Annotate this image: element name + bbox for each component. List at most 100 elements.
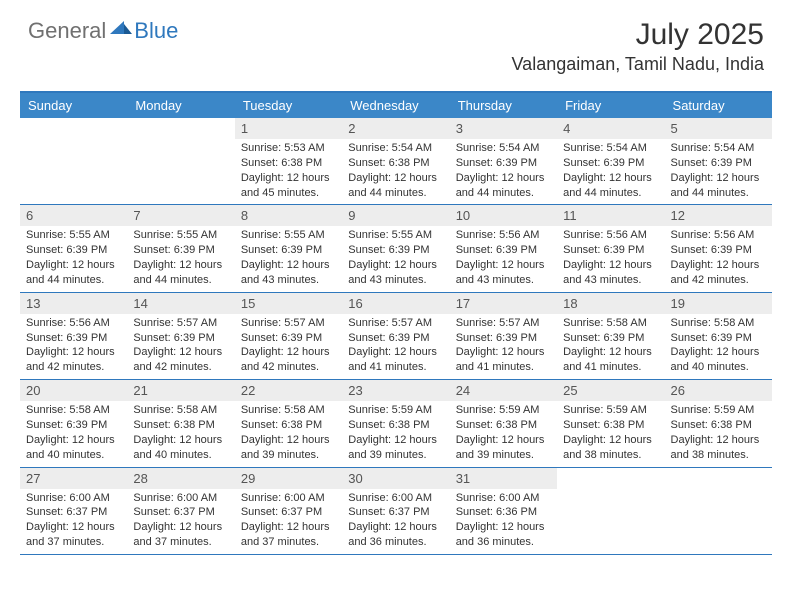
sunrise-text: Sunrise: 6:00 AM <box>456 491 551 506</box>
day-cell: 1Sunrise: 5:53 AMSunset: 6:38 PMDaylight… <box>235 118 342 204</box>
daylight-text: Daylight: 12 hours and 44 minutes. <box>671 171 766 201</box>
sunrise-text: Sunrise: 5:55 AM <box>241 228 336 243</box>
daylight-text: Daylight: 12 hours and 44 minutes. <box>456 171 551 201</box>
sunset-text: Sunset: 6:38 PM <box>241 156 336 171</box>
day-number: 6 <box>20 205 127 226</box>
sunset-text: Sunset: 6:36 PM <box>456 505 551 520</box>
header: General Blue July 2025 Valangaiman, Tami… <box>0 0 792 83</box>
day-body: Sunrise: 5:56 AMSunset: 6:39 PMDaylight:… <box>557 226 664 291</box>
location-text: Valangaiman, Tamil Nadu, India <box>512 54 764 75</box>
sunset-text: Sunset: 6:39 PM <box>671 243 766 258</box>
day-cell: 28Sunrise: 6:00 AMSunset: 6:37 PMDayligh… <box>127 468 234 554</box>
sunset-text: Sunset: 6:39 PM <box>26 418 121 433</box>
day-header: Monday <box>127 93 234 118</box>
daylight-text: Daylight: 12 hours and 42 minutes. <box>26 345 121 375</box>
day-body: Sunrise: 5:55 AMSunset: 6:39 PMDaylight:… <box>235 226 342 291</box>
day-cell: 15Sunrise: 5:57 AMSunset: 6:39 PMDayligh… <box>235 293 342 379</box>
day-body: Sunrise: 6:00 AMSunset: 6:37 PMDaylight:… <box>235 489 342 554</box>
day-header: Wednesday <box>342 93 449 118</box>
sunrise-text: Sunrise: 5:58 AM <box>671 316 766 331</box>
day-body: Sunrise: 5:56 AMSunset: 6:39 PMDaylight:… <box>665 226 772 291</box>
sunset-text: Sunset: 6:38 PM <box>133 418 228 433</box>
day-number: 25 <box>557 380 664 401</box>
sunset-text: Sunset: 6:37 PM <box>133 505 228 520</box>
day-body: Sunrise: 5:59 AMSunset: 6:38 PMDaylight:… <box>557 401 664 466</box>
sunrise-text: Sunrise: 5:56 AM <box>26 316 121 331</box>
sunrise-text: Sunrise: 5:58 AM <box>563 316 658 331</box>
day-body: Sunrise: 6:00 AMSunset: 6:37 PMDaylight:… <box>342 489 449 554</box>
day-number: 4 <box>557 118 664 139</box>
day-number: 31 <box>450 468 557 489</box>
sunrise-text: Sunrise: 5:56 AM <box>563 228 658 243</box>
day-number: 18 <box>557 293 664 314</box>
day-cell: 30Sunrise: 6:00 AMSunset: 6:37 PMDayligh… <box>342 468 449 554</box>
daylight-text: Daylight: 12 hours and 37 minutes. <box>26 520 121 550</box>
day-body: Sunrise: 5:55 AMSunset: 6:39 PMDaylight:… <box>127 226 234 291</box>
day-number: 12 <box>665 205 772 226</box>
day-number: 24 <box>450 380 557 401</box>
logo-text-general: General <box>28 18 106 44</box>
logo-triangle-icon <box>110 18 132 39</box>
day-body: Sunrise: 5:58 AMSunset: 6:39 PMDaylight:… <box>665 314 772 379</box>
sunset-text: Sunset: 6:38 PM <box>671 418 766 433</box>
day-body: Sunrise: 5:58 AMSunset: 6:38 PMDaylight:… <box>127 401 234 466</box>
sunset-text: Sunset: 6:38 PM <box>348 418 443 433</box>
day-cell: 23Sunrise: 5:59 AMSunset: 6:38 PMDayligh… <box>342 380 449 466</box>
day-number: 21 <box>127 380 234 401</box>
day-cell: 27Sunrise: 6:00 AMSunset: 6:37 PMDayligh… <box>20 468 127 554</box>
sunset-text: Sunset: 6:38 PM <box>241 418 336 433</box>
daylight-text: Daylight: 12 hours and 41 minutes. <box>456 345 551 375</box>
day-number: 10 <box>450 205 557 226</box>
daylight-text: Daylight: 12 hours and 41 minutes. <box>563 345 658 375</box>
week-row: 27Sunrise: 6:00 AMSunset: 6:37 PMDayligh… <box>20 468 772 555</box>
day-header-row: SundayMondayTuesdayWednesdayThursdayFrid… <box>20 93 772 118</box>
day-body: Sunrise: 6:00 AMSunset: 6:36 PMDaylight:… <box>450 489 557 554</box>
sunset-text: Sunset: 6:39 PM <box>133 331 228 346</box>
day-cell: 26Sunrise: 5:59 AMSunset: 6:38 PMDayligh… <box>665 380 772 466</box>
day-cell: 19Sunrise: 5:58 AMSunset: 6:39 PMDayligh… <box>665 293 772 379</box>
daylight-text: Daylight: 12 hours and 42 minutes. <box>241 345 336 375</box>
day-number: 26 <box>665 380 772 401</box>
sunrise-text: Sunrise: 5:57 AM <box>348 316 443 331</box>
day-body: Sunrise: 5:54 AMSunset: 6:39 PMDaylight:… <box>665 139 772 204</box>
day-number: 27 <box>20 468 127 489</box>
day-number: 29 <box>235 468 342 489</box>
sunrise-text: Sunrise: 5:58 AM <box>133 403 228 418</box>
daylight-text: Daylight: 12 hours and 39 minutes. <box>456 433 551 463</box>
day-body: Sunrise: 5:57 AMSunset: 6:39 PMDaylight:… <box>342 314 449 379</box>
sunrise-text: Sunrise: 5:55 AM <box>348 228 443 243</box>
sunset-text: Sunset: 6:39 PM <box>563 156 658 171</box>
day-number: 8 <box>235 205 342 226</box>
day-number: 14 <box>127 293 234 314</box>
day-number: 15 <box>235 293 342 314</box>
sunset-text: Sunset: 6:38 PM <box>456 418 551 433</box>
day-body: Sunrise: 5:54 AMSunset: 6:39 PMDaylight:… <box>557 139 664 204</box>
daylight-text: Daylight: 12 hours and 38 minutes. <box>671 433 766 463</box>
week-row: 13Sunrise: 5:56 AMSunset: 6:39 PMDayligh… <box>20 293 772 380</box>
week-row: 1Sunrise: 5:53 AMSunset: 6:38 PMDaylight… <box>20 118 772 205</box>
day-number: 11 <box>557 205 664 226</box>
sunrise-text: Sunrise: 5:54 AM <box>456 141 551 156</box>
day-cell: 16Sunrise: 5:57 AMSunset: 6:39 PMDayligh… <box>342 293 449 379</box>
week-row: 20Sunrise: 5:58 AMSunset: 6:39 PMDayligh… <box>20 380 772 467</box>
sunrise-text: Sunrise: 6:00 AM <box>26 491 121 506</box>
daylight-text: Daylight: 12 hours and 40 minutes. <box>133 433 228 463</box>
sunrise-text: Sunrise: 5:58 AM <box>26 403 121 418</box>
sunset-text: Sunset: 6:37 PM <box>241 505 336 520</box>
day-body: Sunrise: 5:54 AMSunset: 6:39 PMDaylight:… <box>450 139 557 204</box>
day-header: Sunday <box>20 93 127 118</box>
day-cell <box>127 118 234 204</box>
daylight-text: Daylight: 12 hours and 44 minutes. <box>348 171 443 201</box>
sunset-text: Sunset: 6:39 PM <box>671 156 766 171</box>
logo-text-blue: Blue <box>134 18 178 44</box>
day-body: Sunrise: 5:58 AMSunset: 6:38 PMDaylight:… <box>235 401 342 466</box>
day-cell: 9Sunrise: 5:55 AMSunset: 6:39 PMDaylight… <box>342 205 449 291</box>
daylight-text: Daylight: 12 hours and 43 minutes. <box>348 258 443 288</box>
day-number: 1 <box>235 118 342 139</box>
day-number: 22 <box>235 380 342 401</box>
day-cell: 10Sunrise: 5:56 AMSunset: 6:39 PMDayligh… <box>450 205 557 291</box>
day-cell: 13Sunrise: 5:56 AMSunset: 6:39 PMDayligh… <box>20 293 127 379</box>
calendar: SundayMondayTuesdayWednesdayThursdayFrid… <box>20 91 772 555</box>
daylight-text: Daylight: 12 hours and 40 minutes. <box>26 433 121 463</box>
daylight-text: Daylight: 12 hours and 44 minutes. <box>133 258 228 288</box>
